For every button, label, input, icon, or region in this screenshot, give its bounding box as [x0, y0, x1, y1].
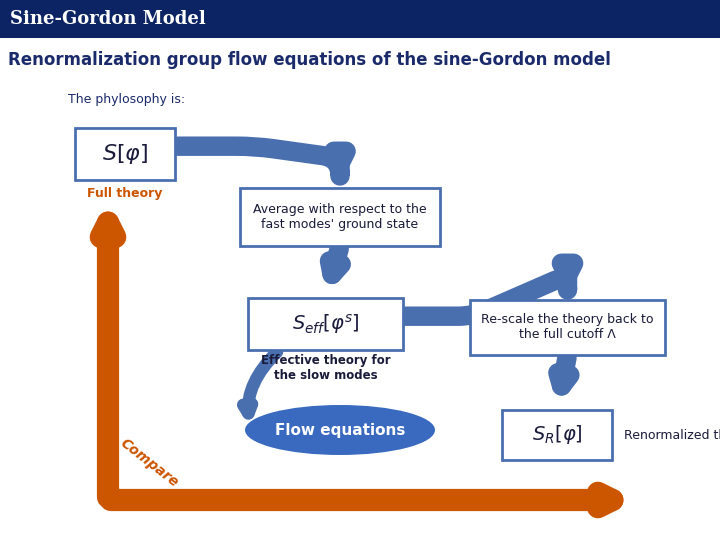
FancyBboxPatch shape	[0, 0, 720, 38]
Text: Flow equations: Flow equations	[275, 422, 405, 437]
Text: The phylosophy is:: The phylosophy is:	[68, 93, 185, 106]
Text: Sine-Gordon Model: Sine-Gordon Model	[10, 10, 206, 28]
FancyArrowPatch shape	[101, 222, 115, 497]
Text: Renormalization group flow equations of the sine-Gordon model: Renormalization group flow equations of …	[8, 51, 611, 69]
Text: $S_{eff}[\varphi^s]$: $S_{eff}[\varphi^s]$	[292, 312, 359, 336]
Text: Re-scale the theory back to
the full cutoff Λ: Re-scale the theory back to the full cut…	[481, 314, 654, 341]
FancyBboxPatch shape	[248, 298, 403, 350]
Text: $S[\varphi]$: $S[\varphi]$	[102, 142, 148, 166]
Text: $S_R[\varphi]$: $S_R[\varphi]$	[531, 423, 582, 447]
Text: Compare: Compare	[118, 436, 181, 490]
FancyArrowPatch shape	[558, 357, 570, 386]
Text: Effective theory for
the slow modes: Effective theory for the slow modes	[261, 354, 390, 382]
Ellipse shape	[245, 405, 435, 455]
FancyArrowPatch shape	[330, 249, 341, 274]
FancyBboxPatch shape	[470, 300, 665, 355]
FancyArrowPatch shape	[406, 264, 574, 316]
FancyBboxPatch shape	[502, 410, 612, 460]
Text: Full theory: Full theory	[87, 186, 163, 199]
FancyBboxPatch shape	[240, 188, 440, 246]
FancyArrowPatch shape	[243, 352, 277, 413]
FancyArrowPatch shape	[111, 493, 613, 507]
FancyArrowPatch shape	[178, 146, 346, 176]
FancyBboxPatch shape	[75, 128, 175, 180]
Text: Renormalized theory: Renormalized theory	[624, 429, 720, 442]
Text: Average with respect to the
fast modes' ground state: Average with respect to the fast modes' …	[253, 203, 427, 231]
